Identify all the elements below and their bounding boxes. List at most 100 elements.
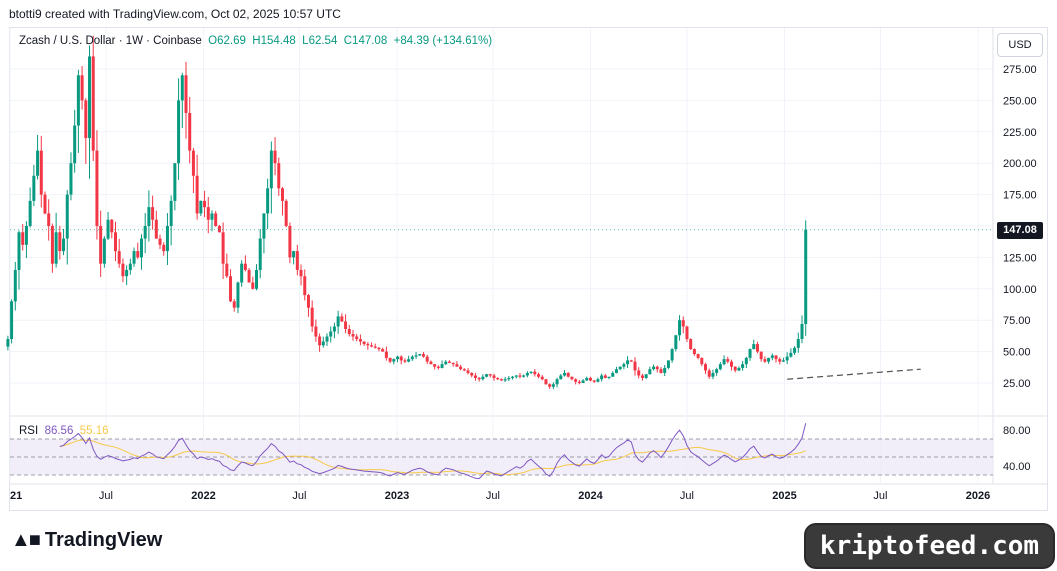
candle-body — [778, 359, 782, 362]
candle-body — [666, 360, 670, 368]
candle-body — [162, 244, 166, 252]
candle-body — [225, 263, 229, 277]
candle-body — [614, 369, 618, 373]
candle-body — [336, 316, 340, 327]
candle-body — [748, 349, 752, 358]
candle-body — [255, 269, 259, 289]
candle-body — [344, 321, 348, 329]
symbol-label: Zcash / U.S. Dollar · 1W · Coinbase — [19, 35, 202, 47]
time-axis-tick-label: 2026 — [966, 490, 990, 502]
candle-body — [511, 376, 515, 378]
candle-body — [173, 163, 177, 201]
candle-body — [229, 276, 233, 302]
candle-body — [752, 344, 756, 350]
candle-body — [433, 364, 437, 367]
tradingview-logo[interactable]: ▲■ TradingView — [11, 529, 162, 552]
candle-body — [514, 375, 518, 377]
candle-body — [685, 326, 689, 340]
tradingview-logo-icon: ▲■ — [11, 529, 41, 551]
candle-body — [110, 219, 114, 233]
candle-body — [269, 150, 273, 189]
candle-body — [622, 364, 626, 367]
candle-body — [377, 347, 381, 350]
candle-body — [800, 323, 804, 340]
candle-body — [347, 328, 351, 335]
rsi-axis-tick-label: 80.00 — [1003, 425, 1031, 437]
candle-body — [551, 384, 555, 387]
candle-body — [447, 361, 451, 363]
candle-body — [640, 375, 644, 378]
candle-body — [277, 163, 281, 189]
candle-body — [151, 207, 155, 220]
rsi-axis-tick-label: 40.00 — [1003, 461, 1031, 473]
candle-body — [262, 213, 266, 239]
candle-body — [626, 360, 630, 365]
candle-body — [125, 269, 129, 277]
candle-body — [203, 200, 207, 208]
candle-body — [325, 336, 329, 342]
candle-body — [258, 238, 262, 270]
candle-body — [388, 357, 392, 362]
candle-body — [403, 360, 407, 362]
candle-body — [507, 377, 511, 380]
candle-body — [637, 370, 641, 376]
candle-body — [65, 194, 69, 239]
candle-body — [28, 200, 32, 226]
candle-body — [559, 375, 563, 380]
candle-body — [774, 355, 778, 360]
candle-body — [299, 269, 303, 277]
candle-body — [139, 238, 143, 258]
time-axis-tick-label: Jul — [99, 490, 113, 502]
currency-button[interactable]: USD — [997, 33, 1043, 57]
candle-body — [247, 269, 251, 283]
candle-body — [236, 282, 240, 308]
candle-body — [21, 232, 25, 245]
candle-body — [243, 263, 247, 270]
candle-body — [644, 374, 648, 378]
price-axis-tick-label: 250.00 — [1003, 95, 1037, 107]
candle-body — [396, 356, 400, 360]
candle-body — [147, 207, 151, 226]
candle-body — [555, 379, 559, 385]
candle-body — [674, 335, 678, 350]
candle-body — [755, 344, 759, 352]
candle-body — [425, 356, 429, 362]
candle-body — [503, 379, 507, 381]
candle-body — [84, 100, 88, 139]
candle-body — [217, 226, 221, 233]
time-axis-tick-label: 2024 — [578, 490, 603, 502]
candle-body — [318, 336, 322, 346]
candle-body — [696, 354, 700, 358]
candle-body — [50, 226, 54, 264]
candle-body — [726, 359, 730, 362]
candle-body — [711, 372, 715, 377]
high-value: H154.48 — [252, 35, 296, 47]
candle-body — [295, 251, 299, 270]
candle-body — [804, 229, 808, 324]
candle-body — [10, 301, 14, 340]
candle-body — [136, 251, 140, 258]
price-axis-tick-label: 175.00 — [1003, 190, 1037, 202]
candle-body — [707, 370, 711, 377]
candle-body — [600, 375, 604, 380]
candle-body — [340, 316, 344, 322]
low-value: L62.54 — [302, 35, 338, 47]
candle-body — [210, 213, 214, 220]
candle-body — [306, 295, 310, 308]
candle-body — [607, 376, 611, 378]
candle-body — [681, 320, 685, 327]
candle-body — [165, 226, 169, 252]
candle-body — [570, 376, 574, 380]
time-axis-tick-label: Jul — [292, 490, 306, 502]
candle-body — [214, 213, 218, 226]
candle-body — [332, 326, 336, 332]
candle-body — [69, 163, 73, 195]
candle-body — [529, 371, 533, 373]
candle-body — [700, 357, 704, 365]
candle-body — [351, 334, 355, 337]
last-price-tag: 147.08 — [997, 222, 1043, 239]
candle-body — [629, 360, 633, 362]
candle-body — [303, 276, 307, 296]
candle-body — [785, 356, 789, 361]
